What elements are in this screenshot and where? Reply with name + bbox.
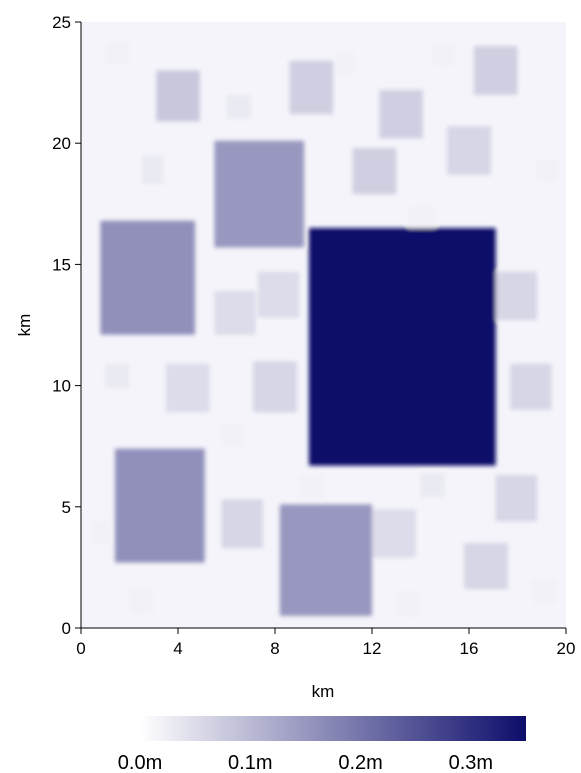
y-tick-label: 25: [52, 13, 71, 32]
colorbar-labels: 0.0m 0.1m 0.2m 0.3m: [118, 752, 493, 773]
heatmap-patch: [299, 475, 324, 500]
heatmap-patch: [114, 448, 205, 563]
x-tick-label: 8: [270, 639, 279, 658]
heatmap-patch: [420, 472, 445, 498]
heatmap-patch: [372, 509, 416, 558]
y-tick-label: 0: [62, 619, 71, 638]
heatmap-patch: [214, 140, 305, 248]
heatmap-patch: [214, 291, 256, 335]
heatmap-patch: [279, 504, 372, 616]
colorbar-tick-label: 0.3m: [449, 752, 493, 773]
y-axis-label: km: [15, 314, 34, 337]
heatmap-patch: [221, 499, 263, 549]
heatmap-patch: [335, 51, 356, 76]
heatmap-patch: [510, 363, 552, 410]
heatmap-patch: [495, 271, 537, 321]
x-axis-label: km: [312, 682, 335, 701]
heatmap-patch: [90, 521, 111, 544]
heatmap-patch: [308, 228, 496, 466]
heatmap-patch: [447, 126, 491, 175]
heatmap-patch: [221, 424, 244, 447]
axes: 0 4 8 12 16 20 0 5 10 15 20 25: [52, 13, 575, 658]
heatmap-patch: [432, 43, 455, 66]
x-tick-label: 16: [460, 639, 479, 658]
plot-area: [81, 22, 566, 628]
heatmap-patch: [105, 363, 130, 389]
heatmap-patch: [105, 41, 130, 64]
colorbar-gradient: [140, 716, 526, 741]
heatmap-patch: [258, 271, 300, 318]
heatmap-patch: [129, 589, 154, 614]
heatmap-patch: [396, 591, 421, 616]
heatmap-patch: [100, 220, 195, 335]
x-tick-label: 12: [363, 639, 382, 658]
heatmap-patch: [379, 89, 423, 139]
heatmap-patch: [156, 70, 200, 122]
colorbar-tick-label: 0.1m: [228, 752, 272, 773]
heatmap-patch: [253, 361, 297, 413]
heatmap-patch: [352, 148, 397, 195]
heatmap-patch: [536, 160, 559, 182]
y-tick-label: 5: [62, 498, 71, 517]
y-tick-label: 15: [52, 255, 71, 274]
x-tick-label: 4: [173, 639, 182, 658]
heatmap-patch: [408, 206, 436, 229]
heatmap-patch: [226, 94, 251, 119]
heatmap-patch: [532, 579, 557, 604]
patch-layer: [90, 41, 559, 616]
heatmap-patch: [464, 543, 508, 590]
heatmap-patch: [473, 46, 518, 95]
colorbar-tick-label: 0.2m: [338, 752, 382, 773]
colorbar-tick-label: 0.0m: [118, 752, 162, 773]
x-tick-label: 0: [76, 639, 85, 658]
heatmap-patch: [289, 60, 334, 115]
colorbar: 0.0m 0.1m 0.2m 0.3m: [118, 716, 526, 773]
y-tick-label: 10: [52, 377, 71, 396]
heatmap-patch: [141, 155, 164, 185]
heatmap-patch: [165, 363, 210, 413]
heatmap-patch: [495, 475, 537, 522]
y-tick-label: 20: [52, 134, 71, 153]
x-tick-label: 20: [557, 639, 576, 658]
